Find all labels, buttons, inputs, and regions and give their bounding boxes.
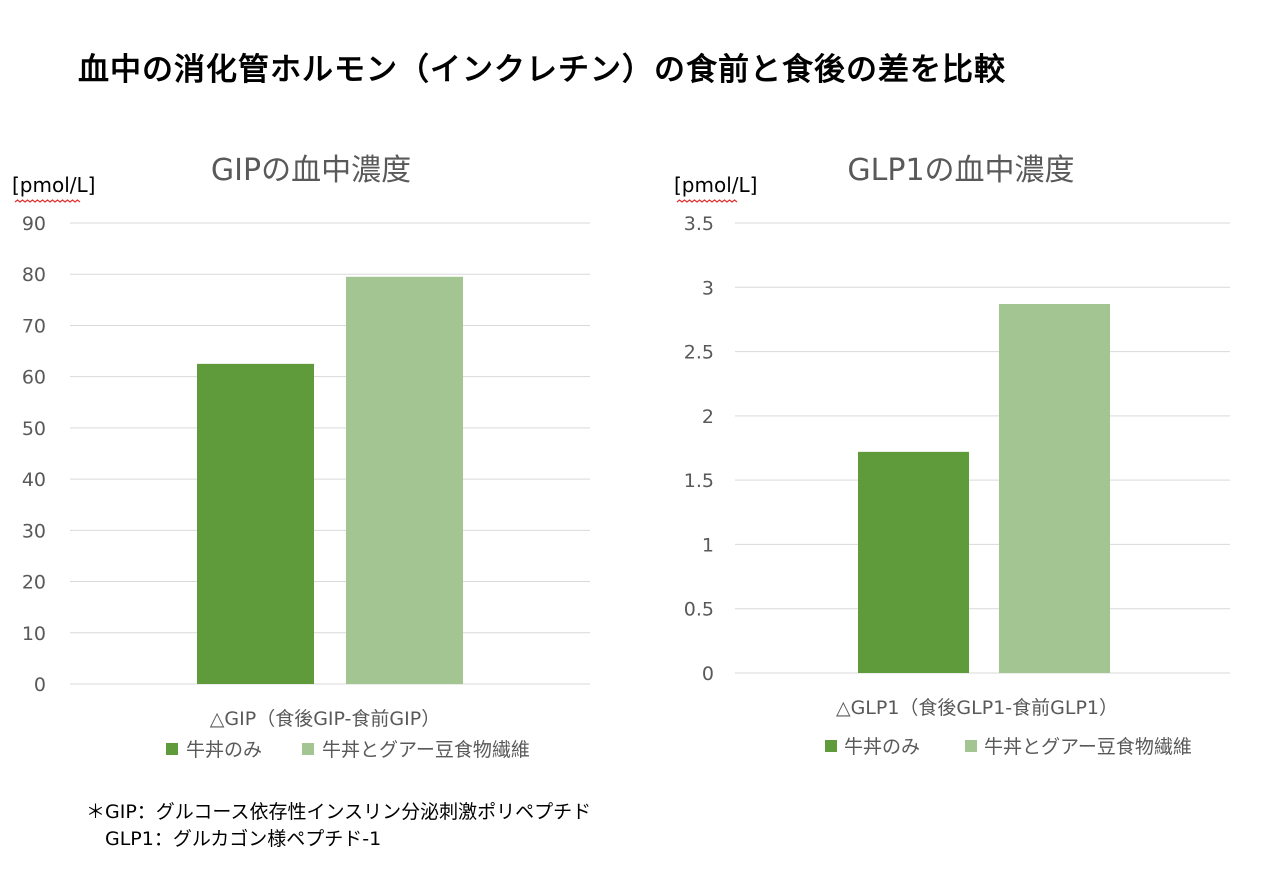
gip-y-tick-label: 40 [22,469,46,491]
glp1-y-tick-label: 0 [702,663,714,685]
glp1-bar-series-2 [999,304,1110,673]
glp1-legend-swatch-2 [965,740,977,752]
glp1-legend-swatch-1 [825,740,837,752]
gip-y-tick-label: 20 [22,572,46,594]
glp1-chart: GLP1の血中濃度 [pmol/L] 0 0.5 1 1.5 2 2.5 3 3.5 △GLP1（食… [674,153,1230,758]
glp1-y-tick-label: 1 [702,534,714,556]
gip-chart: GIPの血中濃度 [pmol/L] 0 10 20 30 40 50 60 70 80 90 △GIP（… [12,153,590,761]
glp1-bar-series-1 [858,451,969,673]
gip-bar-series-1 [197,363,314,684]
gip-legend-swatch-1 [166,743,178,755]
gip-y-tick-label: 0 [34,674,46,696]
glp1-y-tick-label: 3.5 [684,213,714,235]
glp1-y-tick-label: 1.5 [684,470,714,492]
gip-y-tick-label: 80 [22,264,46,286]
glp1-y-tick-label: 2 [702,406,714,428]
gip-y-tick-label: 30 [22,520,46,542]
glp1-y-tick-label: 3 [702,277,714,299]
gip-y-tick-label: 50 [22,418,46,440]
gip-spellcheck-underline [14,199,81,203]
gip-y-tick-label: 60 [22,367,46,389]
gip-legend-label-1: 牛丼のみ [186,739,262,761]
footnote-gip: ＊GIP：グルコース依存性インスリン分泌刺激ポリペプチド [86,801,592,823]
glp1-spellcheck-underline [676,199,738,203]
glp1-y-tick-label: 0.5 [684,599,714,621]
gip-category-label: △GIP（食後GIP-食前GIP） [210,708,440,730]
gip-bar-series-2 [346,276,463,684]
gip-y-tick-label: 10 [22,623,46,645]
glp1-category-label: △GLP1（食後GLP1-食前GLP1） [836,697,1118,719]
footnote-glp1: GLP1：グルカゴン様ペプチド-1 [86,828,382,850]
glp1-legend-label-2: 牛丼とグアー豆食物繊維 [984,736,1192,758]
gip-legend-swatch-2 [302,743,314,755]
gip-y-tick-label: 70 [22,315,46,337]
glp1-unit-label: [pmol/L] [674,173,757,197]
gip-y-tick-label: 90 [22,213,46,235]
glp1-y-tick-label: 2.5 [684,342,714,364]
glp1-chart-title: GLP1の血中濃度 [847,153,1074,188]
gip-legend-label-2: 牛丼とグアー豆食物繊維 [322,739,530,761]
page-title: 血中の消化管ホルモン（インクレチン）の食前と食後の差を比較 [78,52,1006,88]
gip-chart-title: GIPの血中濃度 [211,153,411,188]
glp1-legend-label-1: 牛丼のみ [844,736,920,758]
gip-unit-label: [pmol/L] [12,173,95,197]
footnote: ＊GIP：グルコース依存性インスリン分泌刺激ポリペプチド GLP1：グルカゴン様… [86,799,591,853]
